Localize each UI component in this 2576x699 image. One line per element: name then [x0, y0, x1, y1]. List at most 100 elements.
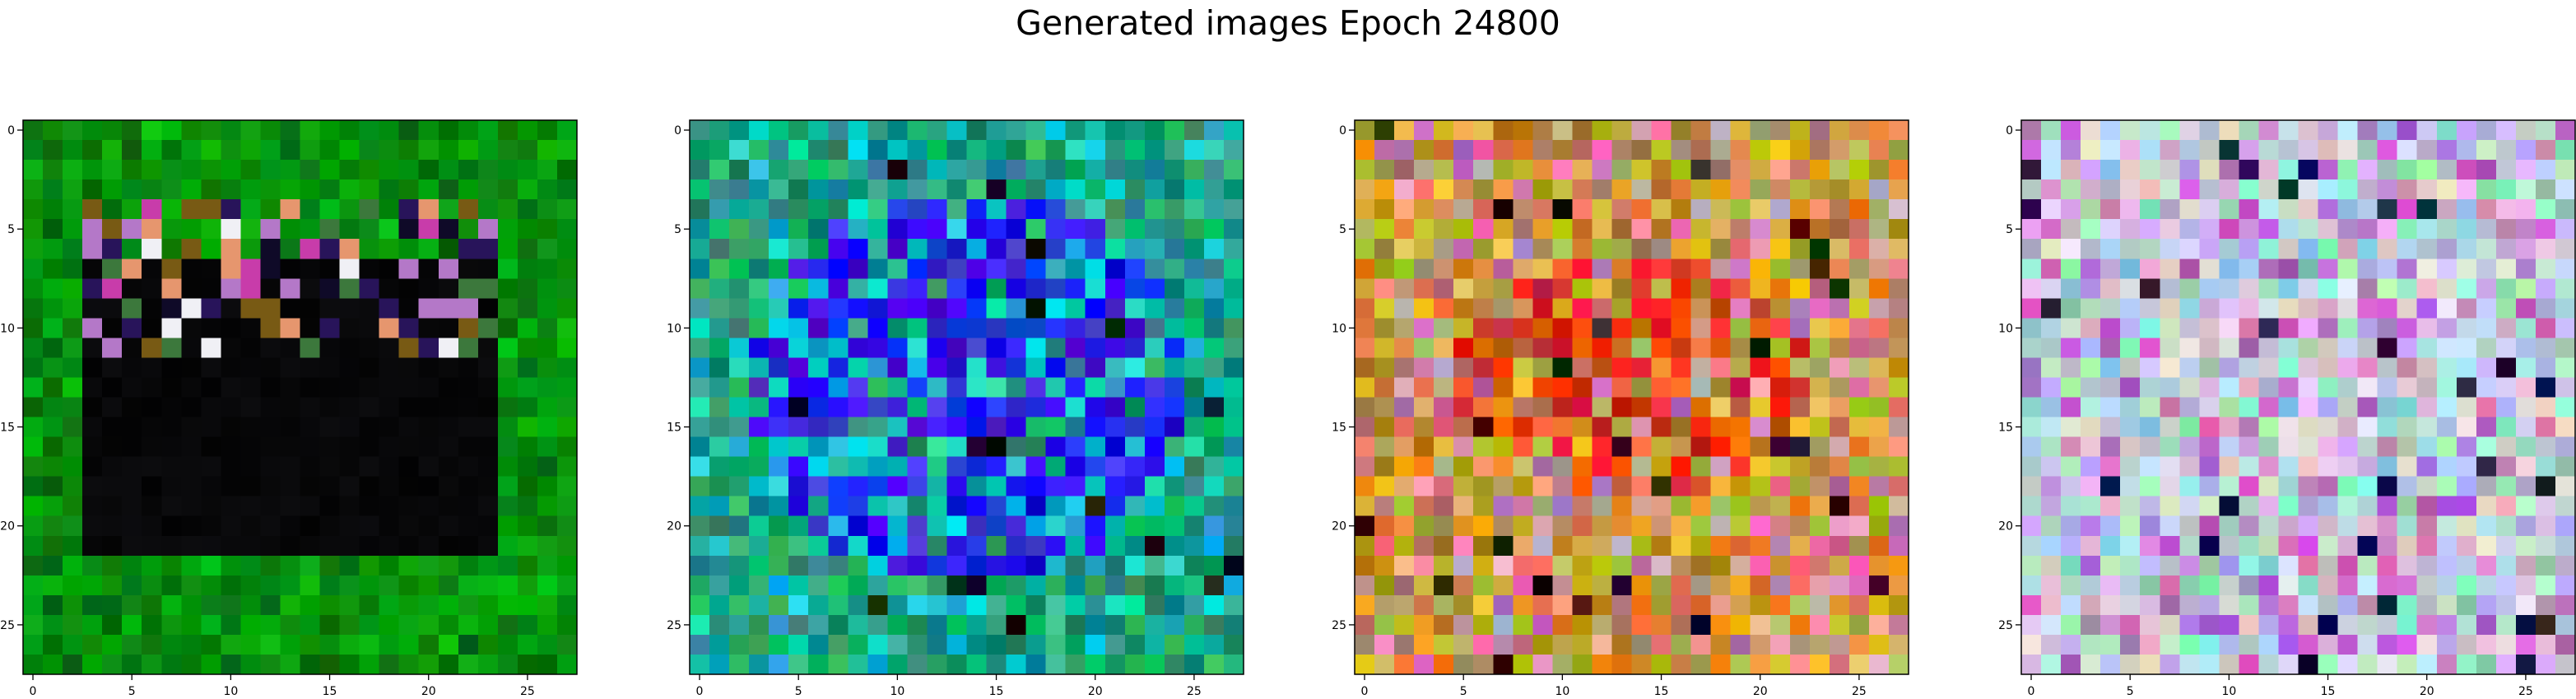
image-pixel: [2021, 635, 2042, 655]
image-pixel: [1572, 140, 1593, 161]
image-pixel: [2437, 219, 2457, 240]
image-pixel: [557, 120, 578, 141]
image-pixel: [2061, 160, 2081, 180]
image-pixel: [1652, 417, 1672, 438]
image-pixel: [2417, 160, 2438, 180]
image-pixel: [2041, 437, 2062, 458]
image-pixel: [1434, 536, 1454, 557]
image-pixel: [1007, 417, 1027, 438]
image-pixel: [709, 655, 730, 675]
image-pixel: [2338, 496, 2359, 517]
image-pixel: [2397, 377, 2418, 398]
image-pixel: [1145, 160, 1165, 180]
image-pixel: [1711, 140, 1732, 161]
image-pixel: [828, 655, 849, 675]
image-pixel: [1125, 595, 1146, 616]
image-pixel: [1434, 595, 1454, 616]
image-pixel: [967, 536, 988, 557]
image-pixel: [1184, 457, 1205, 478]
image-pixel: [2516, 199, 2536, 220]
image-pixel: [709, 516, 730, 537]
image-pixel: [1414, 239, 1434, 259]
image-pixel: [240, 477, 261, 497]
image-pixel: [1434, 417, 1454, 438]
image-pixel: [769, 160, 789, 180]
image-pixel: [1572, 179, 1593, 200]
image-pixel: [1204, 140, 1225, 161]
image-pixel: [1869, 357, 1890, 378]
image-pixel: [1652, 576, 1672, 596]
image-pixel: [161, 318, 182, 338]
image-pixel: [2516, 437, 2536, 458]
image-pixel: [201, 120, 221, 141]
image-pixel: [557, 437, 578, 458]
image-pixel: [320, 278, 341, 299]
image-pixel: [557, 536, 578, 557]
image-pixel: [201, 417, 221, 438]
image-pixel: [1611, 160, 1632, 180]
image-pixel: [300, 318, 321, 338]
image-pixel: [1513, 239, 1533, 259]
image-pixel: [1830, 160, 1850, 180]
image-pixel: [987, 179, 1007, 200]
image-pixel: [1810, 259, 1830, 279]
image-pixel: [1691, 259, 1712, 279]
image-pixel: [2278, 398, 2299, 418]
image-pixel: [63, 199, 83, 220]
image-pixel: [749, 595, 770, 616]
image-pixel: [1125, 417, 1146, 438]
image-pixel: [1672, 318, 1692, 338]
image-pixel: [2199, 655, 2220, 675]
image-pixel: [2397, 278, 2418, 299]
image-pixel: [1066, 140, 1086, 161]
image-pixel: [2555, 338, 2576, 358]
image-pixel: [320, 595, 341, 616]
image-pixel: [2041, 179, 2062, 200]
image-pixel: [1066, 477, 1086, 497]
image-pixel: [2179, 298, 2200, 319]
image-pixel: [2120, 477, 2141, 497]
image-pixel: [1652, 160, 1672, 180]
image-pixel: [1026, 635, 1047, 655]
image-pixel: [828, 298, 849, 319]
image-pixel: [2199, 398, 2220, 418]
image-pixel: [439, 437, 459, 458]
image-pixel: [1434, 398, 1454, 418]
image-pixel: [1414, 615, 1434, 636]
image-pixel: [2338, 199, 2359, 220]
image-pixel: [2179, 516, 2200, 537]
x-tick-label: 5: [1460, 685, 1467, 696]
image-pixel: [946, 398, 967, 418]
image-pixel: [2081, 357, 2101, 378]
image-pixel: [142, 477, 162, 497]
image-pixel: [518, 259, 538, 279]
image-pixel: [808, 457, 829, 478]
image-pixel: [1394, 615, 1415, 636]
image-pixel: [2417, 398, 2438, 418]
image-pixel: [1652, 457, 1672, 478]
image-pixel: [360, 219, 380, 240]
image-pixel: [1770, 338, 1791, 358]
image-pixel: [2179, 199, 2200, 220]
image-pixel: [769, 457, 789, 478]
image-pixel: [1731, 635, 1751, 655]
image-pixel: [1731, 655, 1751, 675]
image-pixel: [2555, 437, 2576, 458]
image-pixel: [2140, 655, 2160, 675]
image-pixel: [2318, 120, 2339, 141]
image-pixel: [379, 457, 400, 478]
image-pixel: [379, 298, 400, 319]
image-pixel: [1672, 199, 1692, 220]
image-pixel: [2397, 536, 2418, 557]
image-pixel: [1672, 595, 1692, 616]
image-pixel: [1184, 417, 1205, 438]
image-pixel: [1731, 377, 1751, 398]
image-pixel: [2358, 239, 2378, 259]
y-tick-label: 20: [1332, 520, 1346, 534]
subplot-3: 0 5 10 15 20 250510152025: [1332, 120, 1909, 696]
image-pixel: [1165, 595, 1185, 616]
image-pixel: [537, 199, 558, 220]
image-pixel: [1552, 199, 1573, 220]
image-pixel: [419, 398, 439, 418]
image-pixel: [1434, 457, 1454, 478]
